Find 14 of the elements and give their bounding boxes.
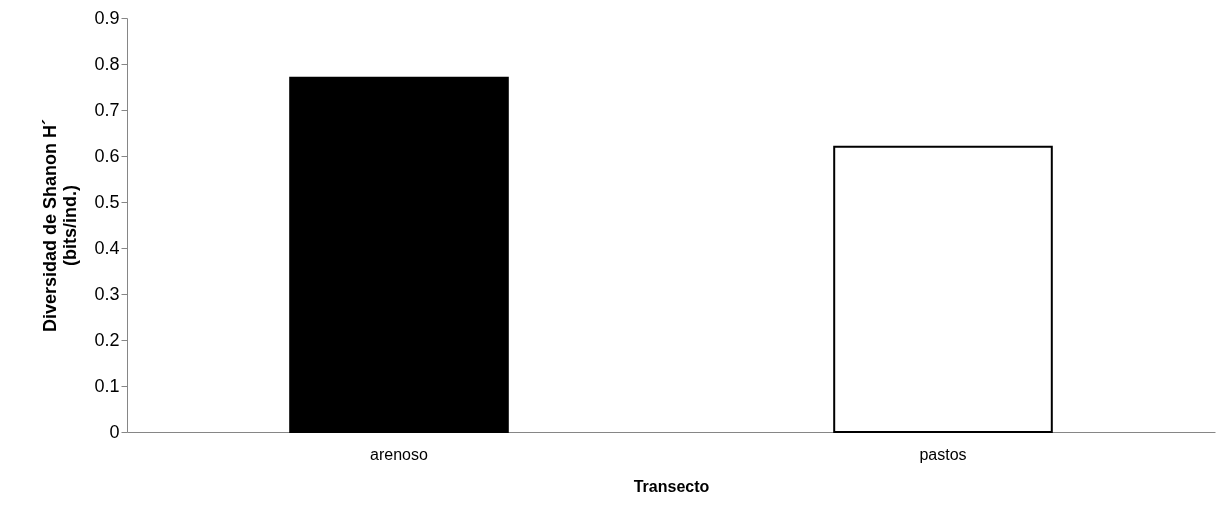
x-tick-label: pastos — [919, 445, 967, 463]
y-tick-label: 0.7 — [94, 99, 120, 120]
y-tick-label: 0.4 — [94, 237, 120, 258]
y-tick-label: 0.5 — [94, 191, 120, 212]
y-tick-label: 0.2 — [94, 329, 120, 350]
x-tick-label: arenoso — [370, 445, 429, 463]
y-tick-label: 0.3 — [94, 283, 120, 304]
y-tick-label: 0.6 — [94, 145, 120, 166]
y-tick-label: 0 — [109, 421, 120, 442]
y-tick-label: 0.8 — [94, 53, 120, 74]
x-axis-title: Transecto — [633, 477, 710, 495]
y-axis-title: Diversidad de Shanon H´ (bits/ind.) — [40, 118, 81, 333]
y-tick-label: 0.9 — [94, 7, 120, 28]
y-tick-label: 0.1 — [94, 375, 120, 396]
